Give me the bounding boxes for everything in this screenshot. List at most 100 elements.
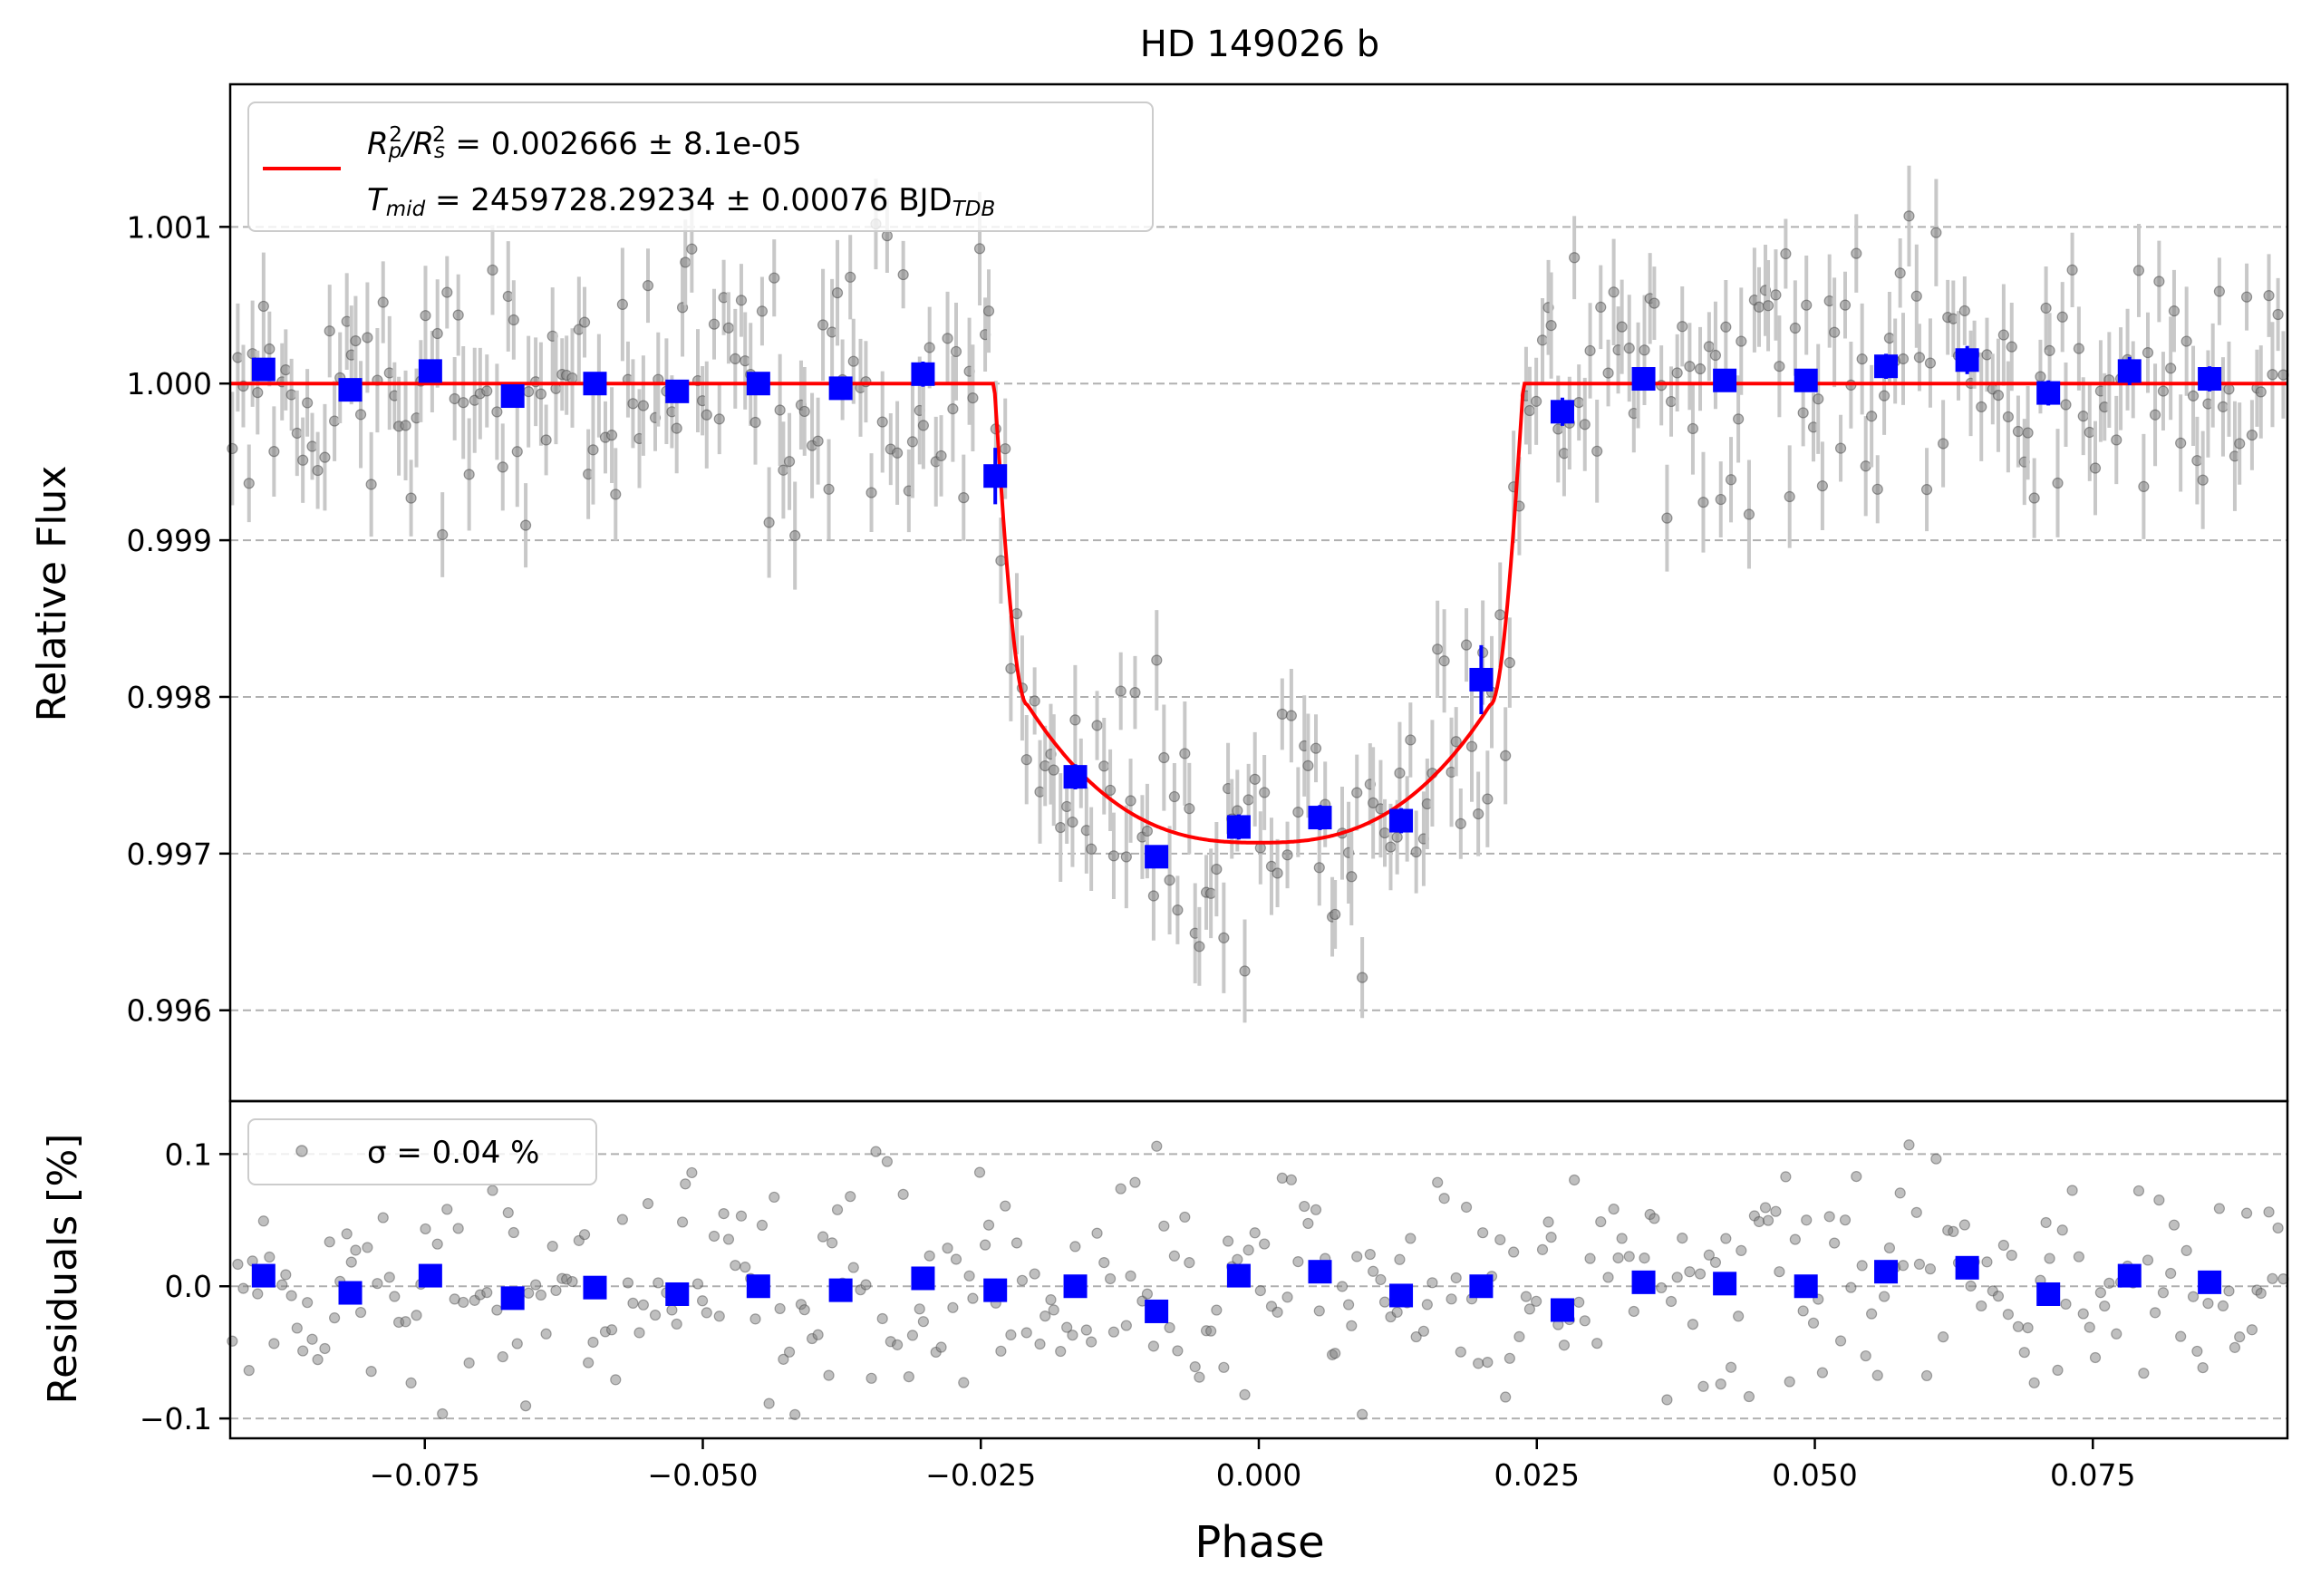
residual-point bbox=[778, 1353, 789, 1365]
residual-point bbox=[1878, 1291, 1890, 1302]
residual-point bbox=[642, 1197, 654, 1210]
residual-point bbox=[2187, 1291, 2200, 1302]
residual-point bbox=[1069, 1241, 1081, 1253]
residual-point bbox=[1584, 1253, 1596, 1264]
raw-point bbox=[319, 451, 331, 463]
residual-point bbox=[774, 1302, 786, 1315]
raw-point bbox=[1098, 760, 1110, 772]
residual-point bbox=[958, 1377, 970, 1388]
raw-point bbox=[605, 430, 618, 441]
residual-point bbox=[1801, 1214, 1813, 1226]
residual-point bbox=[1924, 1263, 1937, 1275]
raw-point bbox=[1010, 608, 1023, 620]
residual-point bbox=[362, 1242, 373, 1253]
residual-point bbox=[735, 1210, 748, 1222]
raw-point bbox=[982, 305, 995, 317]
residual-point bbox=[2272, 1222, 2284, 1234]
raw-point bbox=[2035, 371, 2046, 382]
raw-point bbox=[502, 290, 514, 303]
residual-point bbox=[2246, 1324, 2258, 1336]
raw-point bbox=[735, 295, 748, 306]
residual-point bbox=[2180, 1244, 2192, 1256]
raw-point bbox=[1851, 247, 1862, 259]
raw-point bbox=[756, 305, 769, 317]
raw-point bbox=[947, 403, 959, 415]
residual-point bbox=[463, 1357, 475, 1369]
residual-binned-point bbox=[251, 1263, 276, 1288]
raw-point bbox=[1351, 787, 1363, 798]
residual-point bbox=[1141, 1288, 1154, 1300]
raw-point bbox=[1616, 321, 1628, 333]
residual-binned-point bbox=[983, 1278, 1008, 1302]
raw-point bbox=[778, 464, 789, 476]
phase-xtick-label: 0.075 bbox=[2050, 1457, 2135, 1493]
raw-point bbox=[1020, 754, 1032, 766]
raw-point bbox=[1184, 803, 1195, 815]
residual-binned-point bbox=[1145, 1299, 1169, 1323]
residual-point bbox=[914, 1303, 925, 1315]
raw-point bbox=[511, 446, 523, 458]
raw-point bbox=[324, 325, 335, 337]
residual-point bbox=[2040, 1216, 2052, 1229]
raw-point bbox=[1774, 361, 1785, 372]
raw-point bbox=[1602, 367, 1614, 379]
raw-point bbox=[1115, 685, 1126, 697]
residual-point bbox=[827, 1237, 838, 1249]
residual-point bbox=[1336, 1281, 1349, 1292]
residual-point bbox=[2073, 1251, 2084, 1262]
raw-point bbox=[1172, 904, 1184, 916]
raw-point bbox=[1281, 849, 1293, 861]
raw-point bbox=[1473, 808, 1484, 820]
residual-point bbox=[257, 1215, 269, 1227]
residual-point bbox=[979, 1239, 991, 1251]
phase-xtick-label: 0.025 bbox=[1494, 1457, 1580, 1493]
residual-point bbox=[1254, 1285, 1266, 1297]
raw-point bbox=[1147, 890, 1160, 902]
residual-point bbox=[1595, 1215, 1607, 1228]
residual-point bbox=[1542, 1216, 1554, 1228]
raw-point bbox=[701, 409, 712, 421]
residual-point bbox=[1910, 1206, 1922, 1218]
raw-point bbox=[1302, 759, 1314, 771]
residual-point bbox=[2094, 1287, 2106, 1299]
raw-point bbox=[2168, 305, 2180, 317]
raw-point bbox=[1005, 663, 1017, 674]
raw-point bbox=[823, 483, 835, 495]
residual-point bbox=[487, 1185, 498, 1196]
phase-xtick-label: −0.075 bbox=[370, 1457, 480, 1493]
raw-point bbox=[1924, 357, 1937, 369]
raw-point bbox=[2022, 427, 2034, 439]
residual-point bbox=[377, 1212, 389, 1224]
residual-point bbox=[1938, 1331, 1949, 1343]
residual-point bbox=[1239, 1388, 1251, 1400]
residual-point bbox=[252, 1288, 264, 1300]
raw-point bbox=[1671, 367, 1683, 379]
residual-point bbox=[1656, 1282, 1668, 1294]
residual-point bbox=[1545, 1232, 1557, 1243]
residual-legend: σ = 0.04 % bbox=[247, 1118, 597, 1185]
residual-point bbox=[2103, 1277, 2115, 1289]
raw-point bbox=[1860, 460, 1871, 472]
residual-binned-point bbox=[2036, 1282, 2061, 1306]
residual-point bbox=[2255, 1287, 2267, 1300]
residual-point bbox=[686, 1166, 698, 1179]
residual-point bbox=[1770, 1205, 1782, 1217]
residual-point bbox=[1709, 1256, 1722, 1269]
residual-point bbox=[1107, 1326, 1120, 1338]
raw-point bbox=[637, 400, 649, 411]
residual-binned-point bbox=[828, 1278, 853, 1302]
raw-point bbox=[1930, 227, 1942, 238]
residual-point bbox=[2223, 1285, 2235, 1297]
residual-point bbox=[1039, 1311, 1051, 1322]
raw-point bbox=[1357, 972, 1368, 983]
residual-point bbox=[1104, 1272, 1117, 1285]
residual-point bbox=[2066, 1185, 2078, 1196]
phase-xtick-label: −0.050 bbox=[647, 1457, 758, 1493]
binned-point bbox=[1631, 367, 1656, 392]
residual-point bbox=[1446, 1293, 1457, 1305]
raw-point bbox=[1107, 850, 1120, 862]
residual-point bbox=[2217, 1300, 2229, 1311]
residual-point bbox=[1992, 1291, 2005, 1302]
raw-point bbox=[1276, 708, 1288, 721]
residual-point bbox=[691, 1278, 704, 1290]
